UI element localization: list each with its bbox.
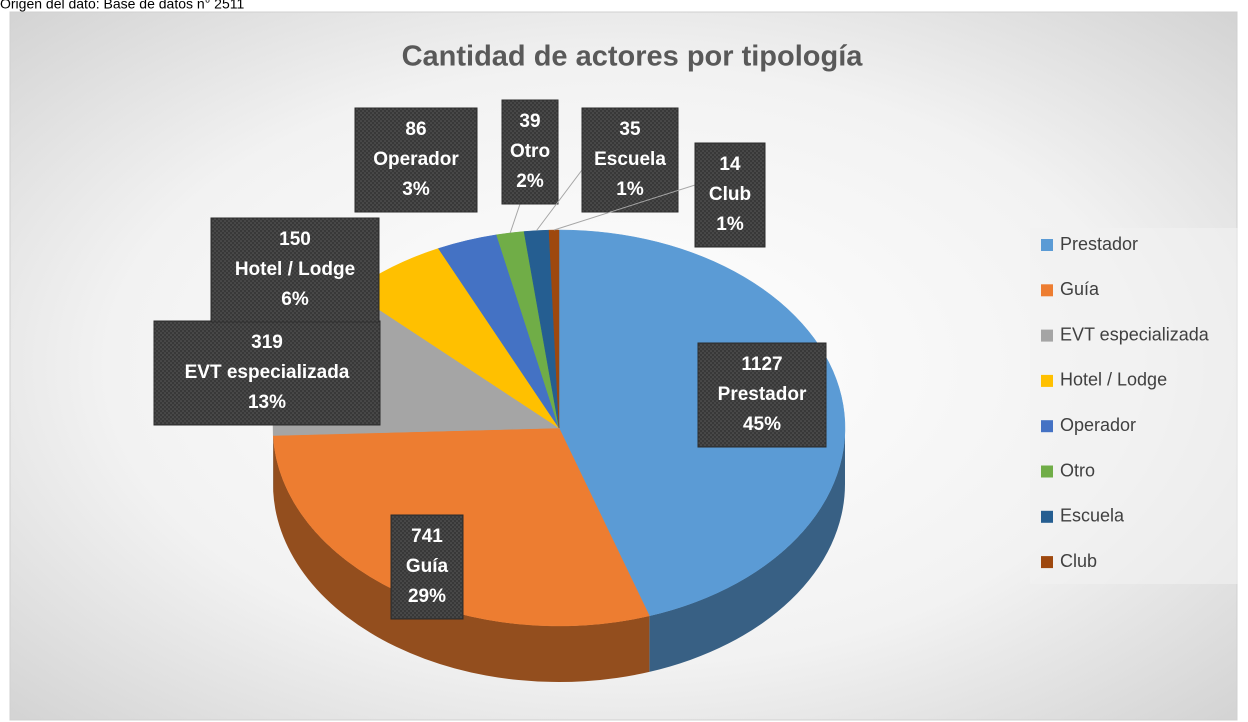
legend-label: Operador xyxy=(1060,415,1136,435)
legend-swatch xyxy=(1041,329,1053,342)
data-label-percent: 29% xyxy=(408,586,446,607)
data-label-percent: 1% xyxy=(616,179,644,200)
data-label-name: Guía xyxy=(406,556,449,577)
data-label-box xyxy=(697,342,827,448)
data-label-percent: 2% xyxy=(516,171,544,192)
legend-label: Hotel / Lodge xyxy=(1060,370,1167,390)
slice-side xyxy=(273,435,650,682)
legend-label: Guía xyxy=(1060,279,1100,299)
data-label-value: 35 xyxy=(619,119,641,140)
legend-swatch xyxy=(1041,510,1053,523)
data-label-percent: 13% xyxy=(248,392,286,413)
data-label-name: Otro xyxy=(510,141,550,162)
data-label-value: 150 xyxy=(279,229,311,250)
data-label-box xyxy=(694,142,766,248)
data-label-value: 319 xyxy=(251,332,283,353)
legend-swatch xyxy=(1041,420,1053,433)
legend-label: EVT especializada xyxy=(1060,324,1210,344)
source-note: Origen del dato: Base de datos n° 2511 xyxy=(0,0,245,12)
legend-swatch xyxy=(1041,239,1053,251)
data-label-percent: 3% xyxy=(402,179,430,200)
data-label-name: Club xyxy=(709,184,751,205)
data-label-box xyxy=(210,217,380,323)
data-label-value: 1127 xyxy=(741,354,782,375)
data-label-box xyxy=(153,320,381,426)
legend-swatch xyxy=(1041,465,1053,478)
data-label-value: 39 xyxy=(519,111,540,132)
data-label-name: Hotel / Lodge xyxy=(235,259,355,280)
data-label-percent: 1% xyxy=(716,214,744,235)
data-label-percent: 45% xyxy=(743,414,781,435)
legend-label: Otro xyxy=(1060,460,1095,480)
legend-box xyxy=(1030,228,1238,584)
data-label-box xyxy=(581,107,679,213)
legend-label: Club xyxy=(1060,551,1097,571)
data-label-value: 14 xyxy=(719,154,741,175)
legend-swatch xyxy=(1041,374,1053,387)
data-label-box xyxy=(501,99,559,205)
data-label-box xyxy=(354,107,478,213)
legend-swatch xyxy=(1041,556,1053,569)
data-label-value: 86 xyxy=(405,119,426,140)
leader-line xyxy=(509,203,521,234)
legend-label: Prestador xyxy=(1060,234,1138,254)
data-label-value: 741 xyxy=(411,526,443,547)
data-label-name: Operador xyxy=(373,149,459,170)
slice-side xyxy=(649,428,845,672)
data-label-name: Prestador xyxy=(718,384,807,405)
legend-label: Escuela xyxy=(1060,506,1125,526)
chart-title: Cantidad de actores por tipología xyxy=(402,41,864,73)
data-label-name: EVT especializada xyxy=(185,362,350,383)
data-label-box xyxy=(390,514,464,620)
legend-swatch xyxy=(1041,284,1053,297)
data-label-percent: 6% xyxy=(281,289,309,310)
data-label-name: Escuela xyxy=(594,149,666,170)
